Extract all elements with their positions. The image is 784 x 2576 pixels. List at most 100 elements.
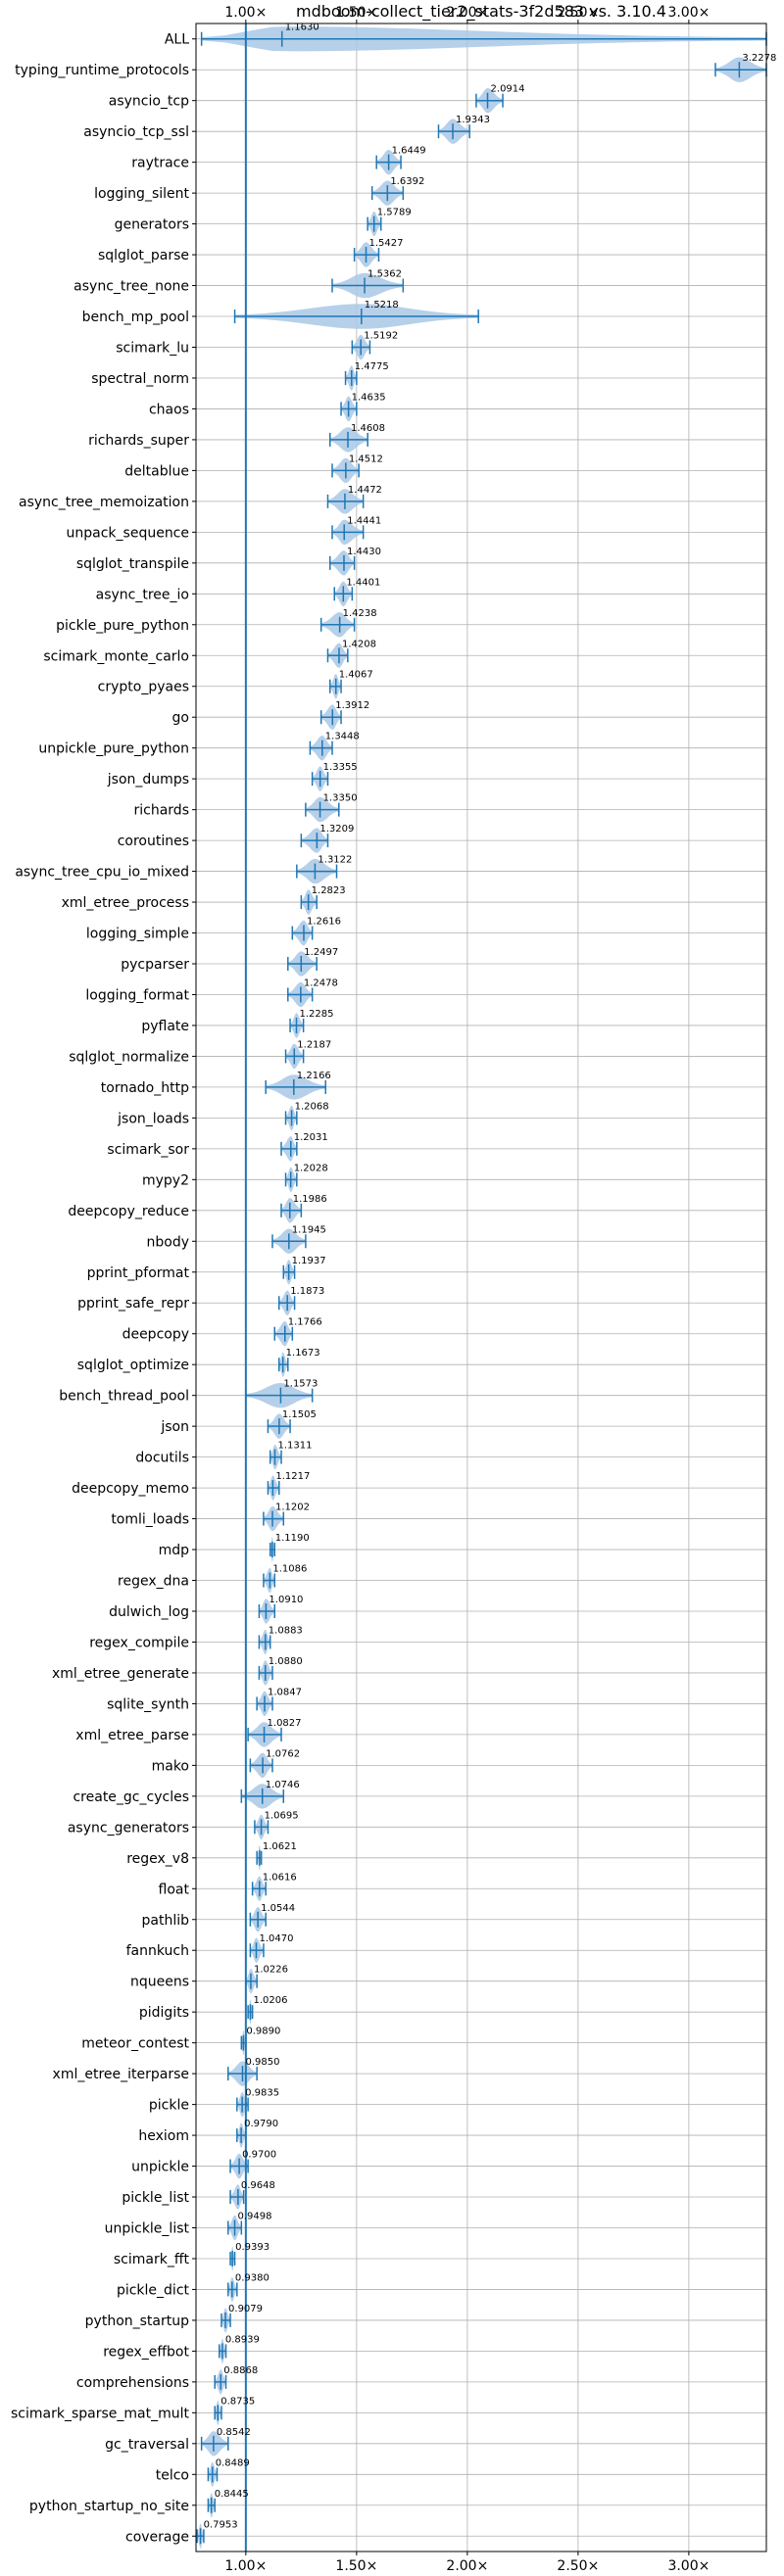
value-label: 1.4472 bbox=[348, 485, 382, 496]
category-label: pickle bbox=[149, 2098, 189, 2114]
category-label: coverage bbox=[125, 2529, 189, 2545]
value-label: 0.8489 bbox=[216, 2457, 250, 2468]
value-label: 1.2068 bbox=[295, 1101, 329, 1112]
category-label: nqueens bbox=[130, 1975, 189, 1990]
category-label: float bbox=[159, 1882, 190, 1897]
category-label: xml_etree_parse bbox=[75, 1728, 189, 1743]
category-label: json bbox=[160, 1419, 189, 1435]
value-label: 0.9393 bbox=[235, 2242, 270, 2253]
category-label: asyncio_tcp_ssl bbox=[83, 124, 189, 140]
category-label: richards bbox=[134, 803, 190, 819]
category-label: mypy2 bbox=[142, 1172, 189, 1188]
mark-layer bbox=[196, 24, 767, 2552]
value-label: 1.2497 bbox=[304, 947, 338, 958]
value-label: 1.3912 bbox=[335, 700, 369, 711]
value-label: 1.5218 bbox=[365, 300, 399, 310]
category-label: pprint_safe_repr bbox=[77, 1296, 189, 1312]
value-label: 1.1202 bbox=[275, 1503, 310, 1513]
value-label: 0.9648 bbox=[241, 2180, 275, 2191]
category-label: telco bbox=[156, 2467, 189, 2483]
value-label: 0.7953 bbox=[204, 2519, 238, 2530]
category-label: sqlglot_optimize bbox=[77, 1358, 189, 1373]
value-label: 1.1190 bbox=[275, 1533, 310, 1544]
value-label: 0.8542 bbox=[217, 2427, 251, 2438]
value-label: 1.0883 bbox=[269, 1625, 303, 1636]
value-label: 1.4608 bbox=[351, 423, 385, 434]
value-label: 1.1937 bbox=[292, 1256, 326, 1266]
category-label: deepcopy_reduce bbox=[68, 1204, 189, 1219]
category-label: scimark_monte_carlo bbox=[43, 648, 189, 664]
value-label: 0.9498 bbox=[238, 2212, 272, 2222]
category-label: async_tree_io bbox=[96, 587, 189, 602]
value-label: 1.2187 bbox=[297, 1039, 331, 1050]
category-label: docutils bbox=[135, 1451, 189, 1466]
category-label: regex_v8 bbox=[126, 1851, 189, 1867]
violin-layer bbox=[197, 26, 766, 2549]
category-label: gc_traversal bbox=[105, 2437, 189, 2453]
value-label: 1.2028 bbox=[294, 1163, 328, 1173]
value-label: 1.5192 bbox=[364, 330, 398, 341]
category-label: pycparser bbox=[121, 957, 189, 973]
value-label: 0.8735 bbox=[220, 2396, 255, 2407]
value-label: 1.5789 bbox=[377, 208, 412, 218]
category-label: json_dumps bbox=[107, 772, 189, 787]
value-label: 1.0621 bbox=[263, 1841, 297, 1852]
value-label: 1.6392 bbox=[390, 176, 424, 187]
category-label: async_tree_cpu_io_mixed bbox=[15, 865, 189, 881]
category-label: raytrace bbox=[131, 156, 189, 171]
x-tick-label-bottom: 2.00× bbox=[446, 2558, 488, 2574]
category-label: scimark_sparse_mat_mult bbox=[11, 2406, 189, 2421]
category-label: pprint_pformat bbox=[87, 1265, 190, 1281]
category-label: logging_simple bbox=[86, 927, 189, 942]
plot-frame bbox=[195, 23, 767, 2552]
value-label: 1.5427 bbox=[369, 238, 404, 249]
category-label: richards_super bbox=[88, 433, 189, 449]
value-label: 0.8939 bbox=[225, 2334, 260, 2345]
category-label: regex_effbot bbox=[103, 2344, 189, 2360]
value-label: 0.9835 bbox=[245, 2088, 279, 2099]
value-label: 1.6449 bbox=[392, 146, 426, 157]
category-label: mako bbox=[152, 1758, 189, 1774]
value-label: 1.1630 bbox=[285, 23, 319, 33]
value-label: 1.3122 bbox=[318, 855, 352, 866]
grid-layer bbox=[192, 20, 766, 2555]
x-tick-label-bottom: 1.50× bbox=[335, 2558, 377, 2574]
category-label: pathlib bbox=[142, 1913, 190, 1929]
value-label: 1.0910 bbox=[269, 1595, 303, 1605]
value-label: 1.0206 bbox=[254, 1995, 288, 2006]
value-label: 0.9079 bbox=[228, 2304, 263, 2314]
category-label: create_gc_cycles bbox=[73, 1789, 189, 1805]
category-label: crypto_pyaes bbox=[98, 680, 189, 695]
value-label: 1.4441 bbox=[347, 515, 381, 526]
value-label: 1.4512 bbox=[349, 453, 383, 464]
value-label: 1.2285 bbox=[299, 1009, 333, 1020]
category-label: scimark_fft bbox=[114, 2252, 190, 2267]
category-label: sqlglot_normalize bbox=[69, 1049, 189, 1065]
value-label: 1.4775 bbox=[355, 361, 389, 372]
value-label: 0.9850 bbox=[245, 2057, 279, 2068]
category-label: deepcopy_memo bbox=[72, 1481, 189, 1497]
value-label: 1.2166 bbox=[297, 1071, 331, 1081]
category-label: go bbox=[172, 710, 189, 726]
category-label: deepcopy bbox=[122, 1327, 189, 1343]
value-label: 1.5362 bbox=[368, 269, 402, 280]
value-label: 1.3350 bbox=[323, 793, 358, 804]
category-label: scimark_lu bbox=[116, 340, 189, 356]
category-label: unpickle_pure_python bbox=[38, 741, 189, 757]
value-label: 1.0762 bbox=[266, 1748, 300, 1759]
category-label: deltablue bbox=[124, 463, 189, 479]
category-label: typing_runtime_protocols bbox=[15, 63, 189, 78]
category-label: async_tree_none bbox=[74, 279, 189, 295]
category-label: regex_compile bbox=[89, 1635, 189, 1650]
value-label: 1.2616 bbox=[307, 917, 341, 928]
category-label: pidigits bbox=[139, 2005, 189, 2021]
category-label: python_startup bbox=[85, 2314, 189, 2329]
x-tick-label-top: 1.50× bbox=[335, 5, 377, 21]
value-label: 2.0914 bbox=[491, 84, 525, 95]
value-label: 1.4635 bbox=[352, 392, 386, 403]
category-label: json_loads bbox=[117, 1111, 189, 1126]
category-label: python_startup_no_site bbox=[29, 2499, 189, 2514]
category-label: tomli_loads bbox=[111, 1512, 189, 1528]
category-label: sqlite_synth bbox=[107, 1696, 189, 1712]
